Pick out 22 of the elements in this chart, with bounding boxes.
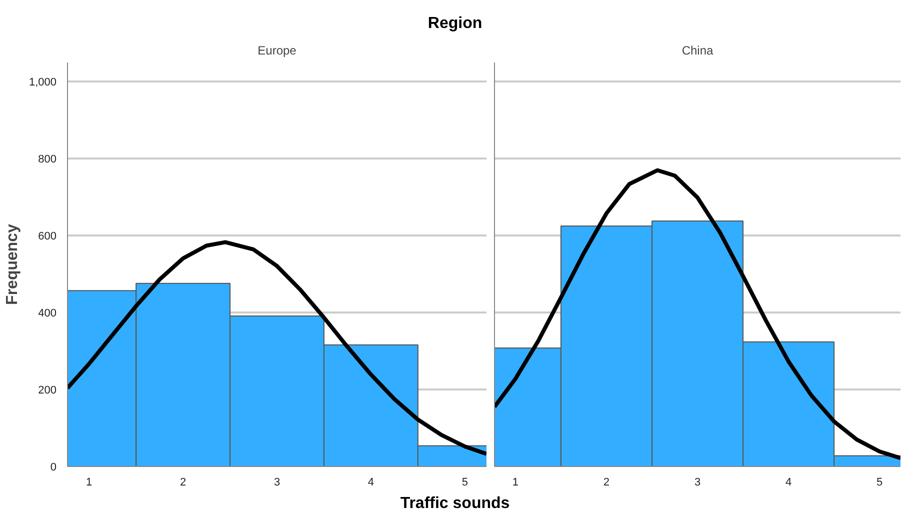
- y-tick-label: 0: [50, 462, 57, 474]
- x-tick-label: 2: [603, 476, 610, 488]
- line-series: [68, 240, 486, 456]
- chart-subtitle: China: [682, 44, 714, 58]
- x-tick-label: 5: [876, 476, 883, 488]
- x-axis-title: Traffic sounds: [400, 494, 510, 514]
- chart-title: Region: [428, 14, 482, 34]
- y-axis-title: Frequency: [4, 224, 21, 305]
- x-tick-label: 3: [694, 476, 701, 488]
- x-tick-label: 1: [512, 476, 519, 488]
- x-tick-label: 2: [180, 476, 186, 488]
- x-tick-label: 1: [86, 476, 92, 488]
- y-tick-label: 1,000: [28, 76, 57, 89]
- y-tick-label: 200: [38, 384, 57, 397]
- x-tick-label: 3: [274, 476, 280, 488]
- y-tick-label: 400: [38, 308, 57, 320]
- x-tick-label: 4: [785, 476, 792, 488]
- x-tick-label: 4: [368, 476, 374, 488]
- chart-subtitle: Europe: [258, 44, 297, 58]
- x-tick-label: 5: [462, 476, 468, 488]
- y-tick-label: 600: [38, 230, 57, 243]
- y-tick-label: 800: [38, 154, 57, 166]
